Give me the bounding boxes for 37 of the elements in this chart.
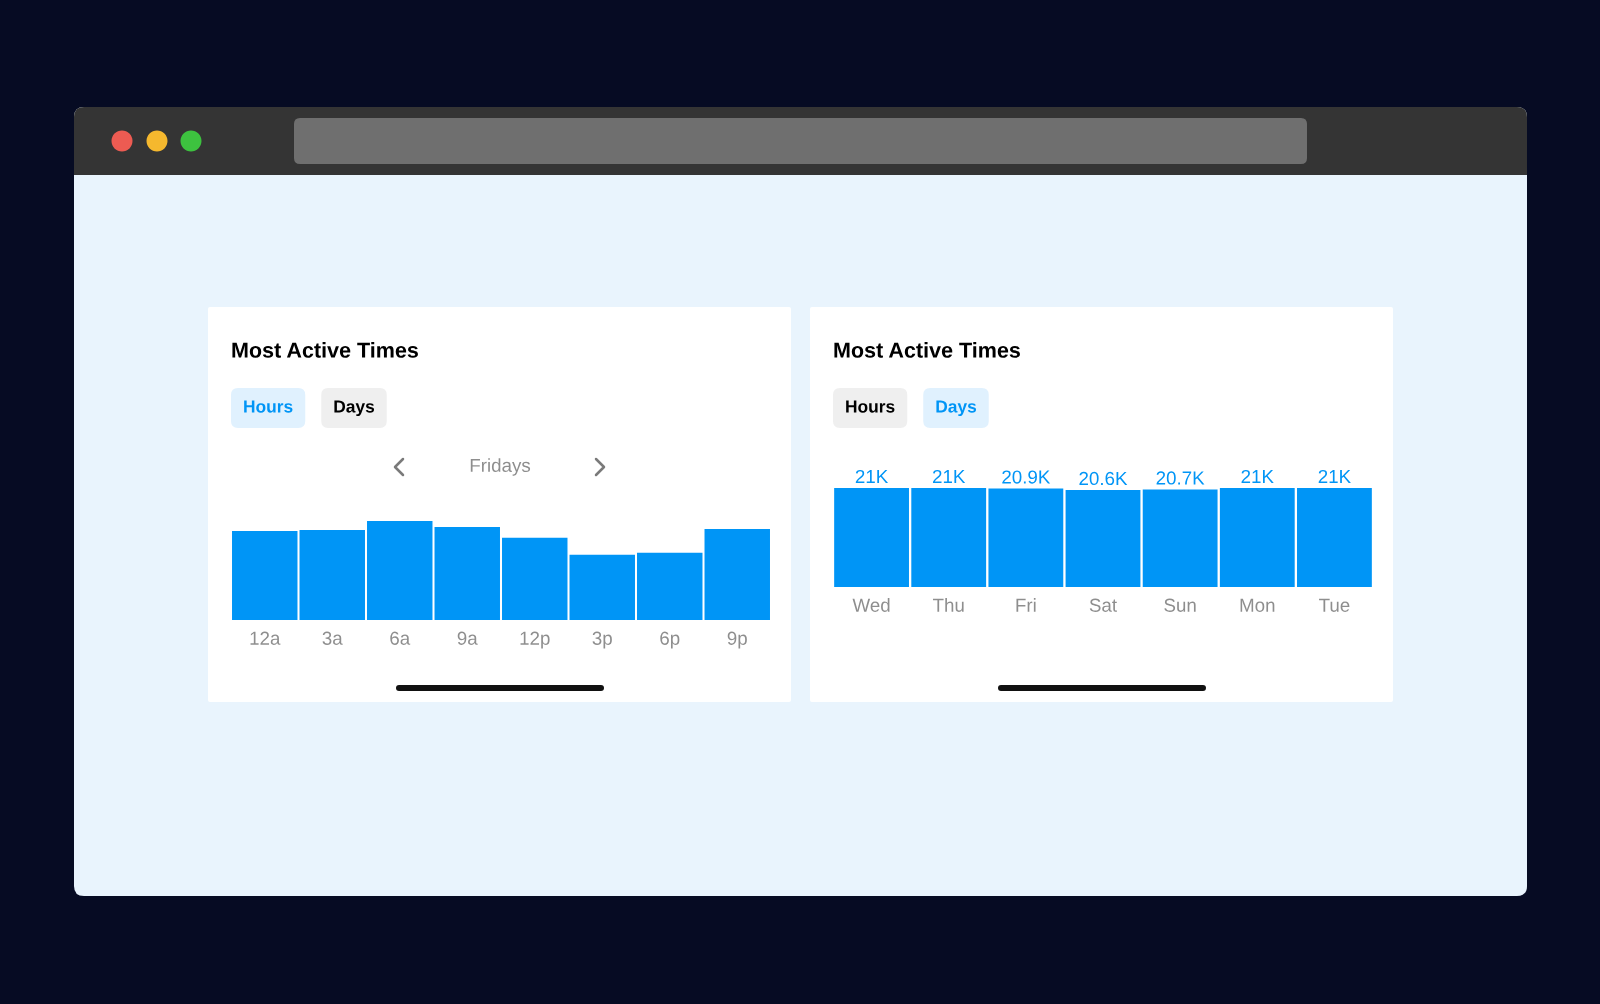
x-tick-label: 3p	[592, 631, 612, 649]
x-tick-label: Sun	[1164, 598, 1196, 612]
bar	[704, 528, 770, 620]
x-tick-label: 6a	[390, 631, 411, 645]
text: Hours	[244, 400, 293, 413]
x-tick-label: 6p	[660, 631, 680, 649]
x-tick-label: 3a	[322, 631, 343, 645]
chart-subtitle: Fridays	[470, 458, 531, 476]
text: Days	[334, 400, 375, 417]
x-tick-label: Fri	[1016, 598, 1036, 612]
data-label: 20.9K	[1002, 470, 1051, 484]
x-tick-label: Thu	[932, 598, 964, 612]
bar	[299, 529, 365, 620]
data-label: 20.7K	[1156, 471, 1205, 485]
data-label: 21K	[1241, 469, 1274, 483]
data-label: 21K	[855, 469, 889, 483]
text: Hours	[846, 400, 895, 413]
x-tick-label: 9p	[727, 631, 747, 649]
bar	[367, 521, 433, 620]
data-label: 21K	[1318, 469, 1351, 483]
bar	[569, 554, 635, 620]
x-tick-label: Mon	[1240, 598, 1275, 612]
x-tick-label: Sat	[1089, 598, 1117, 612]
bar	[232, 530, 298, 620]
data-label: 20.6K	[1079, 471, 1128, 486]
chart-title: Most Active Times	[232, 341, 418, 358]
x-tick-label: 12a	[250, 631, 281, 645]
x-tick-label: Tue	[1319, 598, 1350, 612]
bar	[637, 552, 703, 620]
text: Days	[936, 400, 977, 417]
x-tick-label: Wed	[852, 598, 890, 612]
bar	[434, 526, 500, 620]
bar	[502, 537, 568, 620]
data-label: 21K	[932, 469, 966, 483]
x-tick-label: 12p	[520, 631, 550, 649]
x-tick-label: 9a	[457, 631, 478, 645]
chart-title: Most Active Times	[834, 341, 1020, 358]
